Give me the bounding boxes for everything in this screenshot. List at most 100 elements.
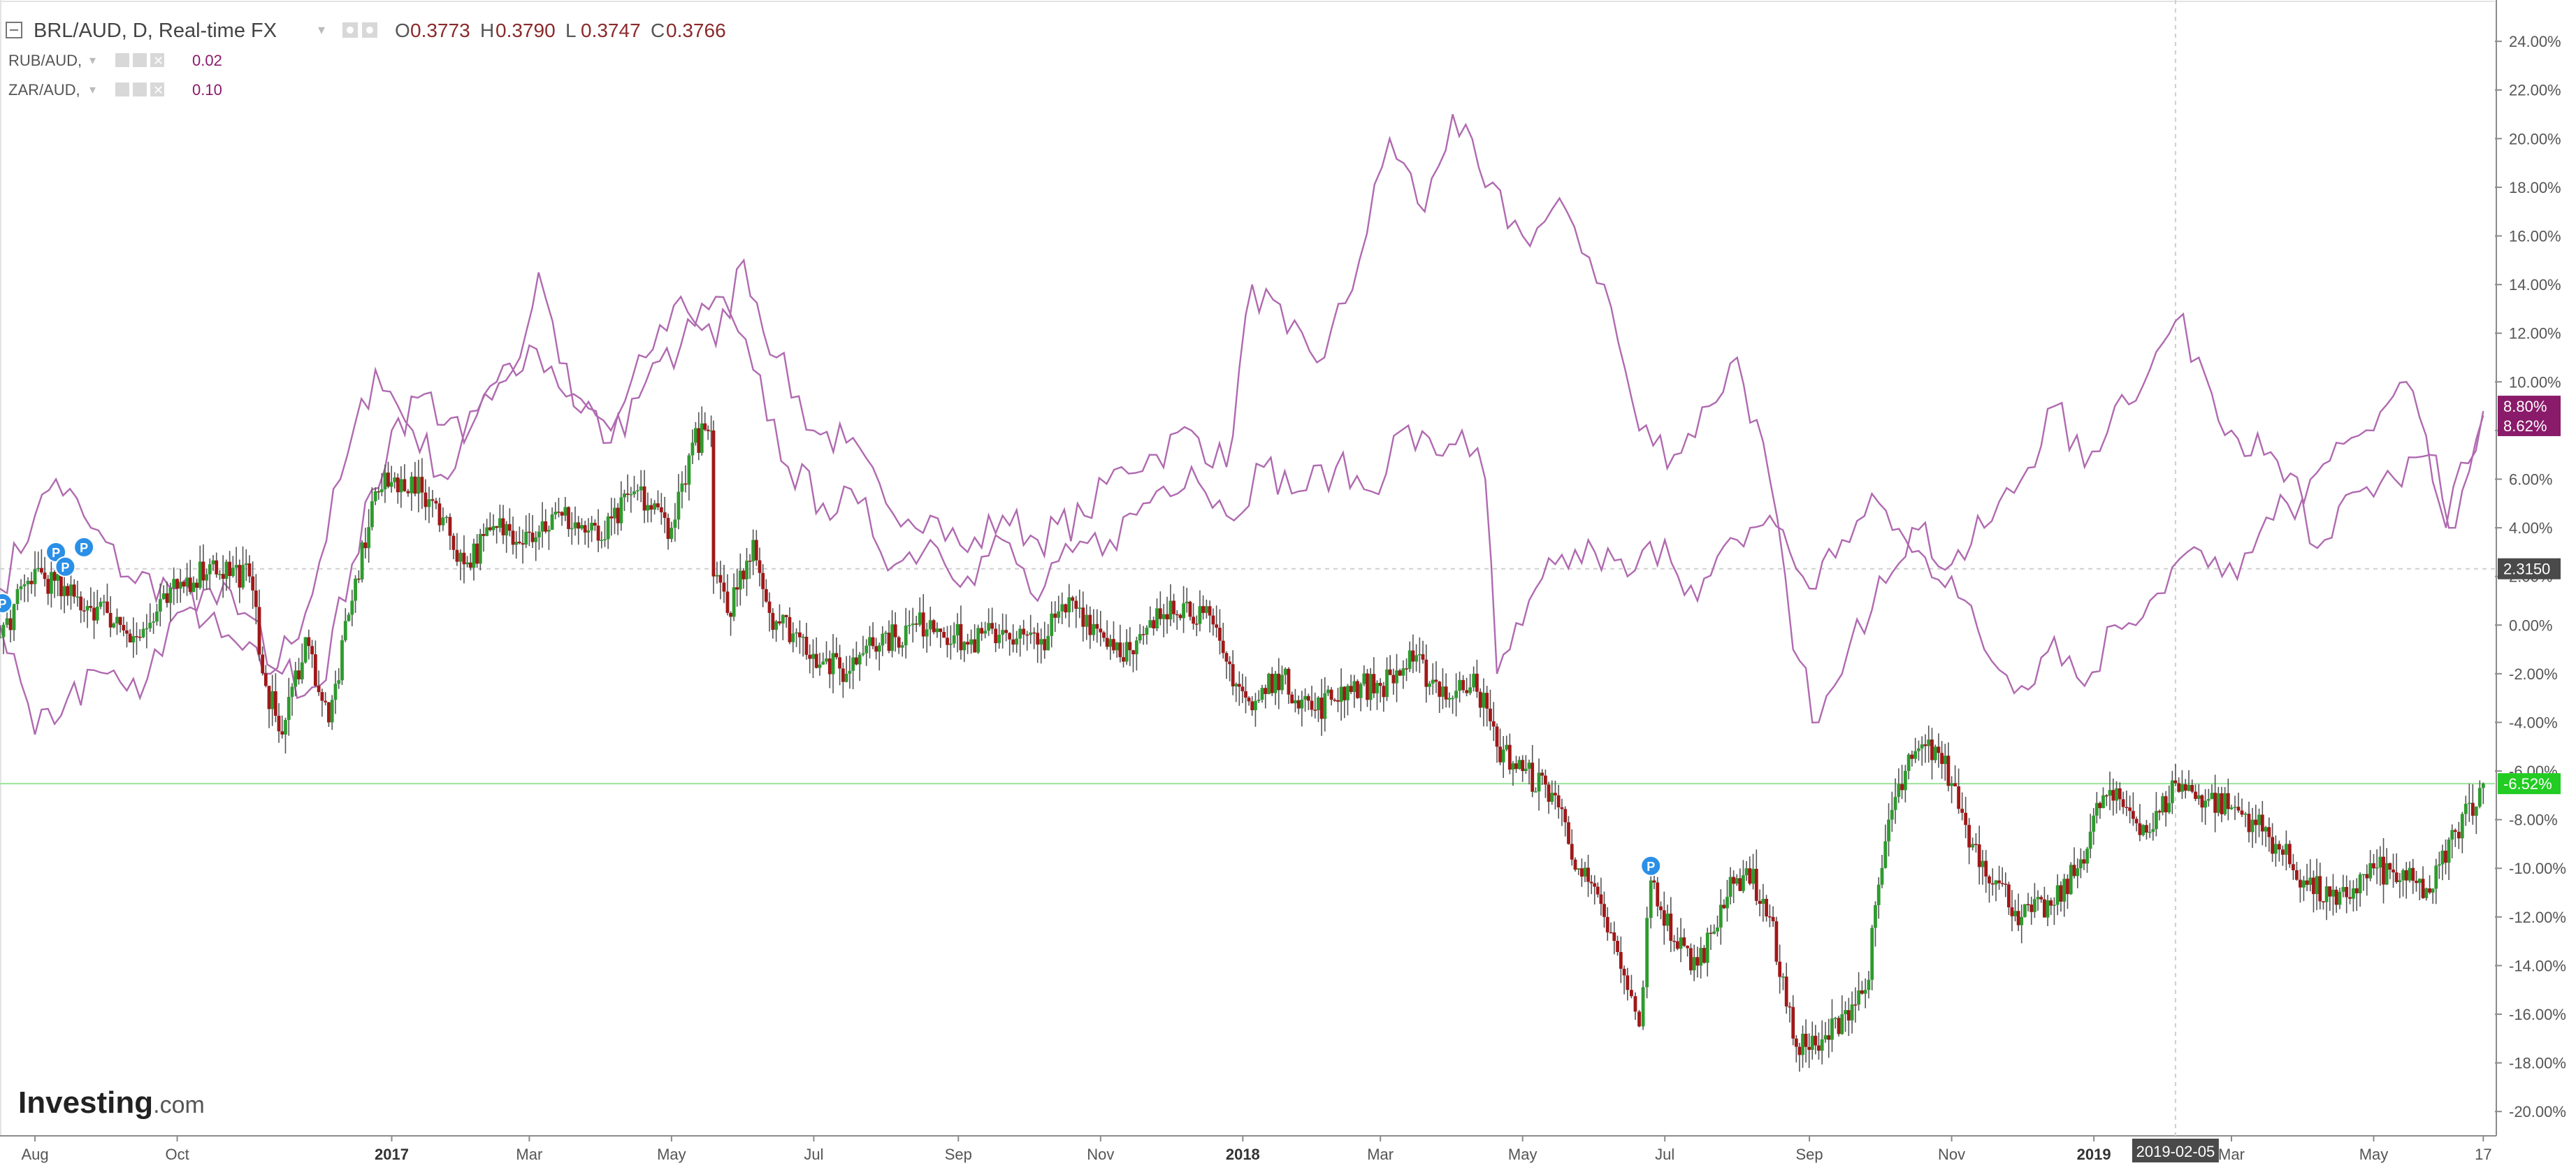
event-marker[interactable]	[73, 536, 95, 558]
candle-body	[1682, 937, 1686, 946]
candle-body	[1649, 880, 1653, 918]
candle-body	[616, 507, 620, 524]
gear-icon[interactable]	[133, 53, 147, 67]
candle-body	[1778, 961, 1782, 977]
candle-body	[994, 628, 998, 644]
candle-body	[2312, 877, 2315, 895]
candle-body	[2148, 832, 2152, 833]
candle-body	[280, 731, 284, 735]
compare-rub-icons[interactable]: ✕	[115, 53, 164, 68]
candle-body	[145, 628, 149, 630]
candle-body	[1310, 700, 1314, 710]
candle-body	[1468, 687, 1472, 693]
x-tick-label: May	[657, 1146, 686, 1163]
candle-body	[788, 617, 792, 642]
candle-body	[1022, 628, 1026, 635]
event-marker[interactable]	[45, 541, 67, 563]
candle-body	[1264, 688, 1268, 694]
candle-body	[1224, 653, 1229, 662]
candle-body	[1593, 883, 1597, 887]
candle-body	[1064, 604, 1068, 613]
candle-body	[2013, 911, 2017, 916]
price-axis[interactable]: 24.00% 22.00% 20.00% 18.00% 16.00% 14.00% 12.0…	[2495, 33, 2566, 1120]
candle-body	[379, 489, 384, 493]
main-settings-icons[interactable]	[342, 22, 377, 38]
candle-body	[2388, 863, 2392, 870]
candle-body	[1794, 1038, 1798, 1047]
candle-body	[1204, 606, 1208, 613]
close-icon[interactable]	[150, 82, 164, 96]
candle-body	[155, 611, 159, 622]
candle-body	[771, 612, 775, 630]
candle-body	[1563, 809, 1568, 823]
candle-body	[1025, 634, 1029, 636]
candle-body	[1162, 614, 1166, 619]
main-symbol-title[interactable]: BRL/AUD, D, Real-time FX	[34, 20, 277, 42]
y-tick-label: 12.00%	[2509, 325, 2561, 343]
candle-body	[1616, 941, 1619, 953]
compare-zar-dropdown-icon[interactable]: ▾	[89, 82, 96, 96]
minus-box-icon[interactable]	[6, 22, 22, 38]
candle-body	[1057, 611, 1061, 618]
event-marker[interactable]	[1640, 855, 1662, 877]
candle-body	[2055, 885, 2060, 905]
candle-body	[1333, 700, 1337, 701]
candle-body	[897, 637, 901, 648]
eye-icon[interactable]	[115, 53, 129, 67]
candle-body	[2036, 897, 2040, 900]
main-symbol-dropdown-icon[interactable]: ▾	[318, 22, 325, 38]
candle-body	[198, 561, 202, 588]
candle-body	[729, 612, 732, 617]
candle-body	[465, 562, 470, 565]
candle-body	[1458, 679, 1462, 691]
event-marker[interactable]	[55, 556, 76, 577]
candle-body	[300, 662, 304, 679]
candle-body	[2437, 864, 2441, 866]
candle-body	[152, 621, 155, 623]
candle-body	[1946, 756, 1951, 786]
candle-body	[676, 491, 681, 520]
candle-body	[52, 572, 57, 581]
candle-body	[118, 617, 122, 626]
candle-body	[1095, 623, 1099, 629]
gear-icon[interactable]	[133, 82, 147, 96]
candle-body	[2264, 827, 2268, 832]
candle-body	[2183, 784, 2187, 791]
compare-zar-icons[interactable]: ✕	[115, 82, 164, 97]
candle-body	[1692, 957, 1696, 971]
compare-symbol-rub[interactable]: RUB/AUD,	[8, 52, 82, 69]
candle-body	[653, 503, 657, 510]
candle-body	[663, 512, 667, 518]
candle-body	[841, 668, 845, 682]
close-icon[interactable]	[150, 53, 164, 67]
time-axis[interactable]: Aug Oct 2017 Mar May Jul Sep Nov 2018 Mar May Jul Se…	[21, 1136, 2492, 1163]
candle-body	[495, 526, 499, 528]
candle-body	[1903, 770, 1907, 791]
candle-body	[1900, 784, 1904, 791]
candle-body	[1165, 614, 1169, 620]
candle-body	[2345, 886, 2349, 897]
compare-symbol-zar[interactable]: ZAR/AUD,	[8, 81, 80, 99]
candle-body	[343, 621, 347, 641]
candle-body	[2318, 876, 2322, 902]
candle-body	[1105, 637, 1109, 647]
candle-body	[491, 526, 495, 531]
candle-body	[102, 601, 106, 603]
candle-body	[1158, 608, 1162, 619]
candle-body	[1001, 630, 1005, 635]
candle-body	[1424, 659, 1428, 687]
candle-body	[231, 568, 235, 577]
eye-icon[interactable]	[115, 82, 129, 96]
x-tick-label: Sep	[1796, 1146, 1823, 1163]
compare-rub-dropdown-icon[interactable]: ▾	[89, 53, 96, 67]
candle-body	[530, 533, 535, 542]
candle-body	[1923, 744, 1927, 747]
candle-body	[79, 596, 83, 611]
candle-body	[218, 574, 222, 575]
candle-body	[745, 561, 748, 579]
event-marker[interactable]	[0, 592, 13, 614]
candle-body	[1910, 754, 1914, 759]
candle-body	[2187, 785, 2191, 791]
